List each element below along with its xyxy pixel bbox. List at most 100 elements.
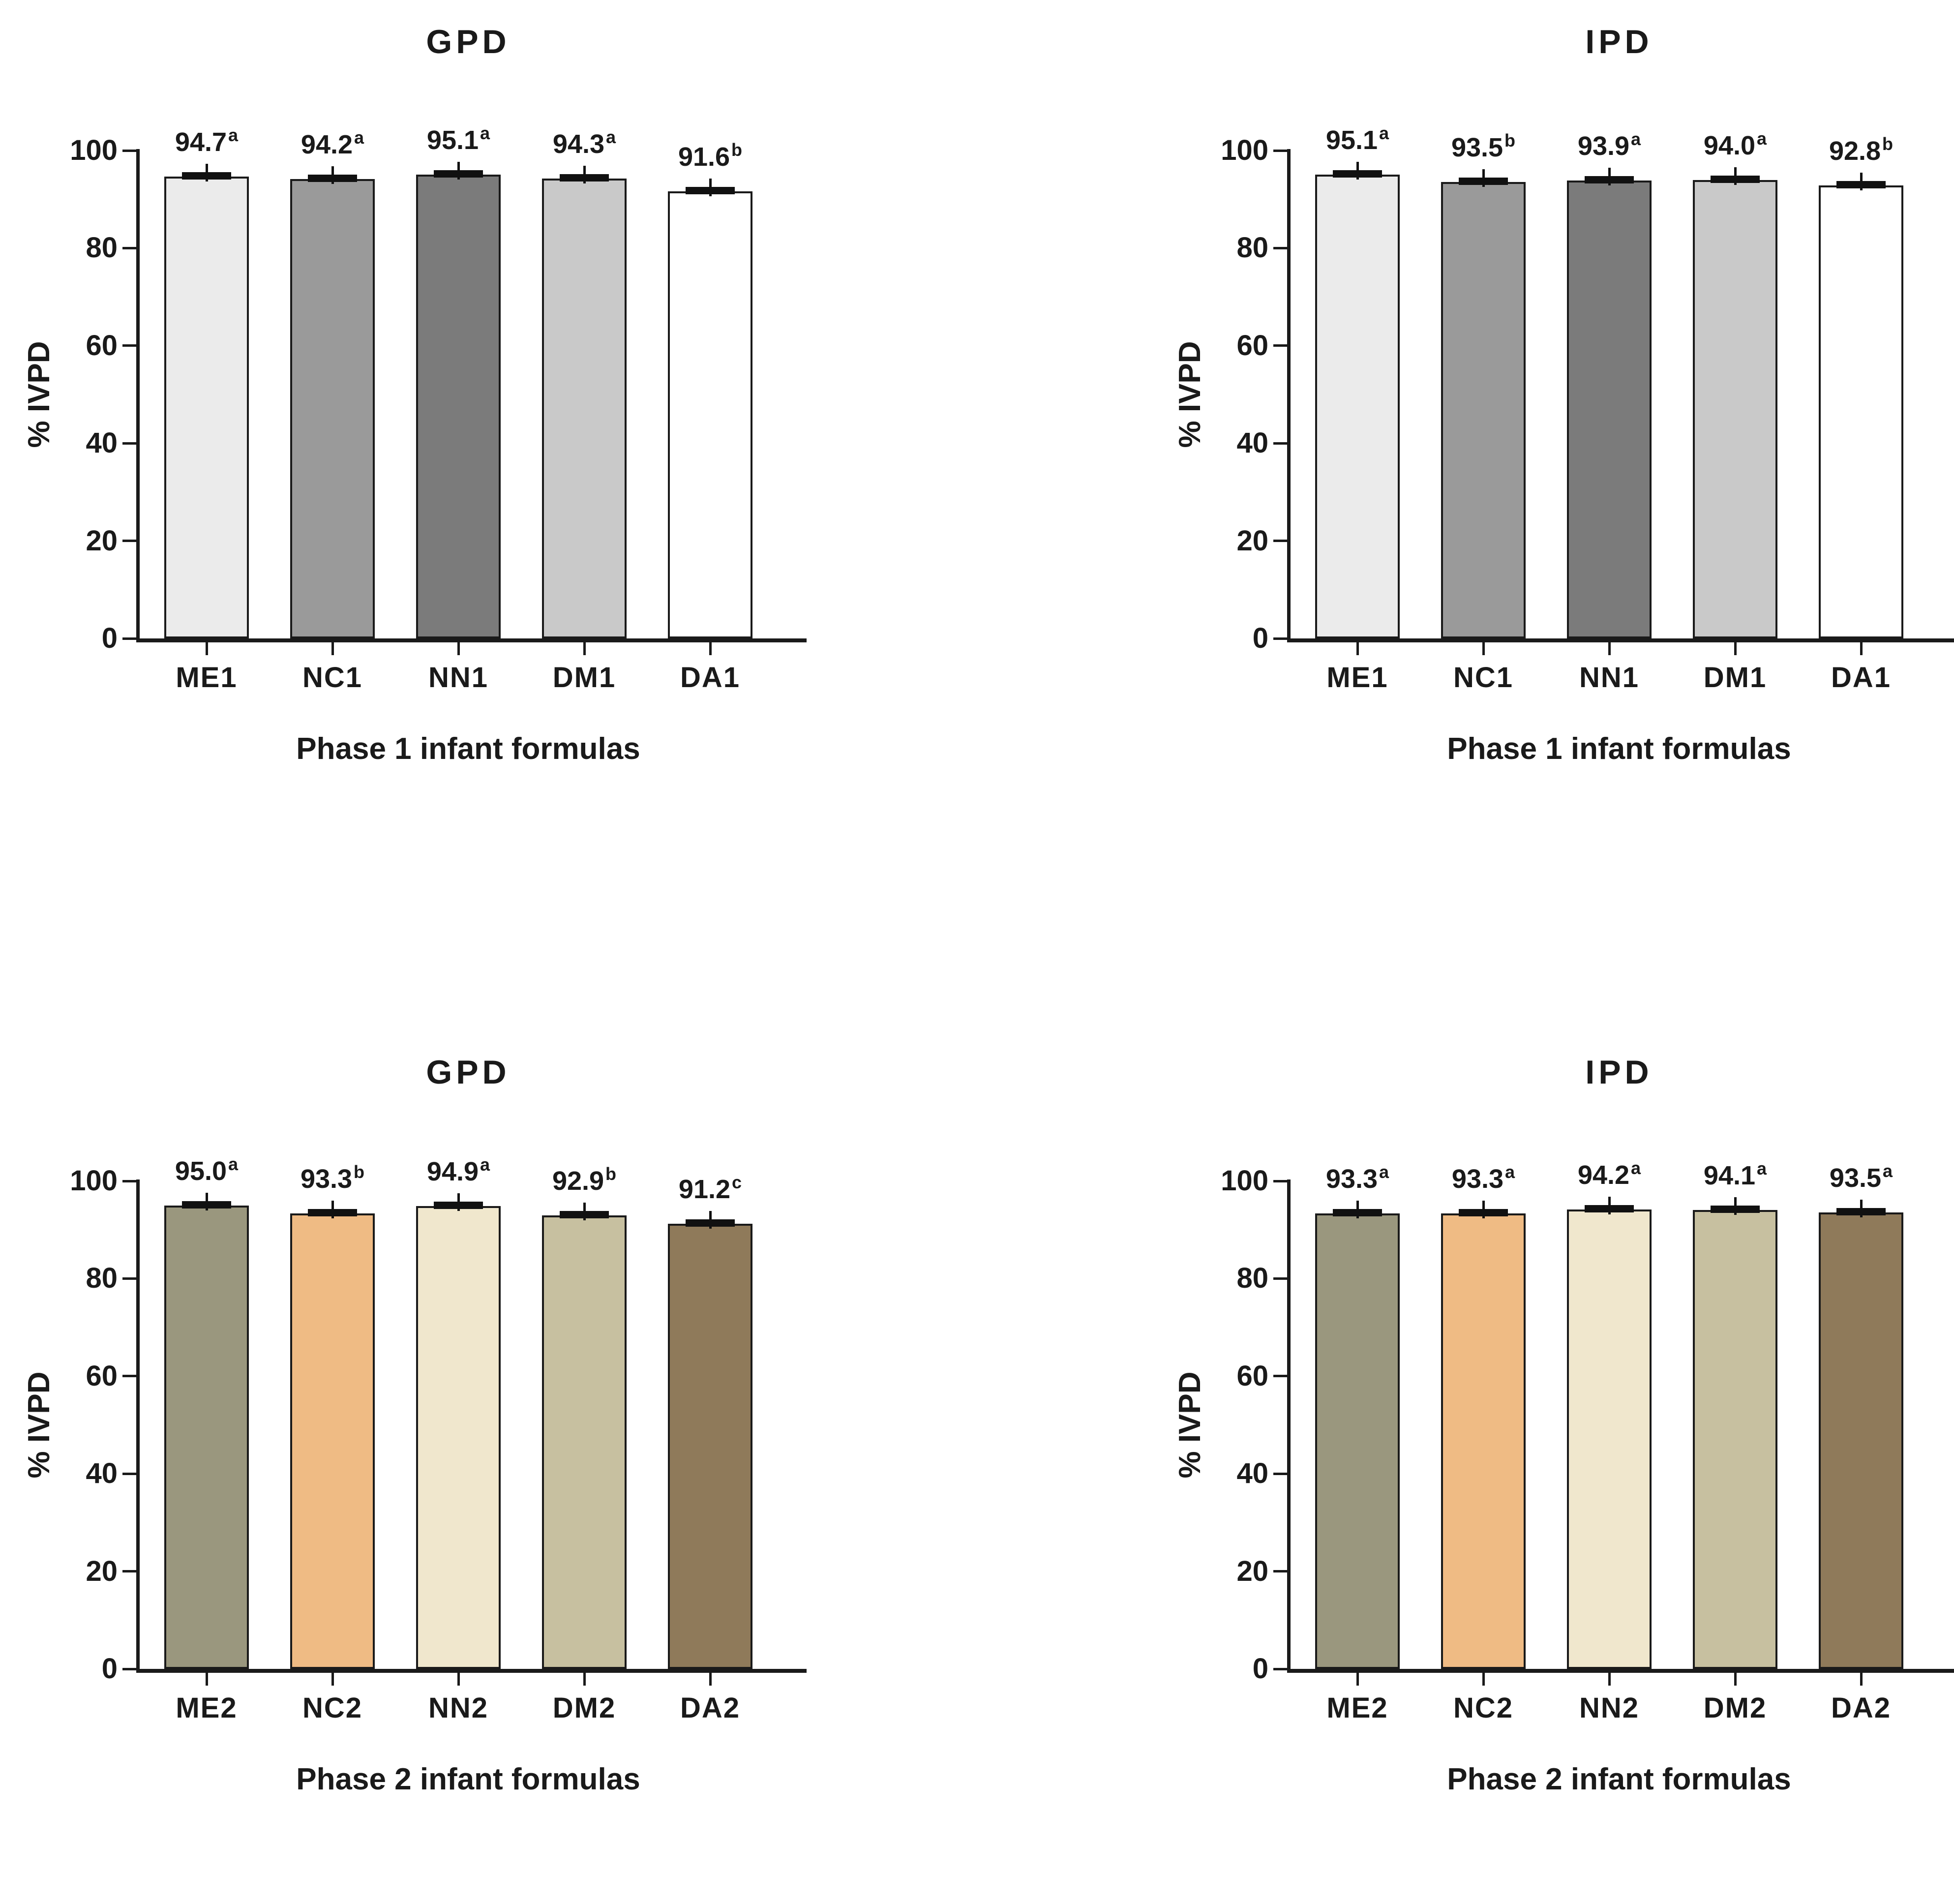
bar-value: 94.3: [552, 129, 605, 159]
chart-gpd-phase1: GPD% IVPD 0 20 40 60 80 100 94.7a ME1 94.2a NC1 95.…: [0, 5, 977, 874]
x-axis-title: Phase 2 infant formulas: [296, 1762, 640, 1796]
significance-letter: a: [480, 1154, 490, 1175]
x-tick-mark: [583, 642, 586, 655]
y-tick-label: 60: [1236, 329, 1268, 362]
y-tick-mark: [122, 1472, 136, 1475]
x-axis-line: [1287, 1669, 1954, 1673]
bar-value-label: 94.7a: [84, 125, 330, 160]
x-tick-mark: [457, 1673, 460, 1686]
y-tick-mark: [1273, 1570, 1287, 1573]
x-category-label: DM1: [1703, 662, 1767, 694]
x-tick-mark: [1860, 1673, 1863, 1686]
bar-ME2: [1315, 1213, 1400, 1669]
error-bar-cap: [1585, 1205, 1634, 1212]
y-tick-label: 40: [1236, 1457, 1268, 1490]
error-bar-cap: [1333, 1209, 1382, 1217]
bar-value-label: 93.5b: [1360, 130, 1606, 165]
y-tick-label: 80: [1236, 1262, 1268, 1295]
bar-ME1: [164, 176, 249, 638]
y-tick-label: 20: [86, 1555, 118, 1587]
y-axis-label: % IVPD: [1173, 341, 1207, 448]
error-bar-cap: [686, 1219, 735, 1227]
x-category-label: NN1: [428, 662, 489, 694]
chart-gpd-phase2: GPD% IVPD 0 20 40 60 80 100 95.0a ME2 93.3b NC2 94.…: [0, 1035, 977, 1904]
y-tick-mark: [1273, 637, 1287, 640]
x-axis-line: [136, 638, 807, 642]
figure-canvas: { "figure": { "background": "#ffffff", "…: [0, 5, 1954, 1796]
error-bar-cap: [1711, 175, 1760, 183]
chart-title: IPD: [1585, 1054, 1653, 1091]
chart-title: GPD: [426, 23, 511, 60]
y-tick-mark: [1273, 1472, 1287, 1475]
significance-letter: a: [1883, 1161, 1893, 1181]
bar-value: 92.9: [552, 1166, 604, 1196]
x-category-label: NC2: [302, 1692, 363, 1724]
x-tick-mark: [1356, 1673, 1359, 1686]
x-axis-line: [136, 1669, 807, 1673]
significance-letter: a: [1757, 1158, 1767, 1179]
bar-value: 95.0: [175, 1156, 227, 1186]
x-category-label: DA1: [680, 662, 741, 694]
significance-letter: a: [354, 127, 364, 148]
y-tick-mark: [1273, 344, 1287, 347]
y-tick-mark: [1273, 246, 1287, 249]
x-category-label: DA2: [1831, 1692, 1892, 1724]
bar-NC1: [1441, 182, 1526, 638]
bar-value: 95.1: [426, 125, 479, 155]
error-bar-cap: [1585, 176, 1634, 183]
y-tick-mark: [122, 1375, 136, 1378]
bar-value: 93.3: [1451, 1164, 1504, 1194]
bar-NC2: [1441, 1213, 1526, 1669]
x-category-label: NC1: [302, 662, 363, 694]
error-bar-cap: [1836, 181, 1886, 189]
y-axis-line: [1287, 1179, 1291, 1673]
x-tick-mark: [1608, 1673, 1611, 1686]
y-tick-label: 60: [86, 329, 118, 362]
bar-value: 91.6: [678, 142, 730, 172]
y-tick-mark: [1273, 1375, 1287, 1378]
x-tick-mark: [709, 1673, 712, 1686]
bar-value-label: 91.2c: [587, 1172, 833, 1207]
y-tick-mark: [122, 344, 136, 347]
significance-letter: c: [732, 1172, 742, 1193]
bar-value-label: 93.3a: [1360, 1162, 1606, 1197]
bar-value: 92.8: [1829, 136, 1881, 166]
y-tick-mark: [1273, 1179, 1287, 1182]
bar-DA1: [1819, 185, 1903, 638]
y-tick-label: 0: [1252, 1653, 1268, 1685]
significance-letter: a: [228, 1153, 239, 1174]
bar-ME1: [1315, 174, 1400, 638]
bar-value: 94.7: [175, 127, 227, 157]
y-tick-mark: [122, 442, 136, 445]
bar-NC2: [290, 1213, 375, 1669]
x-tick-mark: [1608, 642, 1611, 655]
significance-letter: a: [606, 126, 616, 147]
x-category-label: DA1: [1831, 662, 1892, 694]
bar-NN2: [416, 1206, 501, 1669]
x-category-label: ME1: [1326, 662, 1388, 694]
bar-NC1: [290, 179, 375, 638]
bar-value-label: 91.6b: [587, 140, 833, 175]
plot-area: 0 20 40 60 80 100 95.1a ME1 93.5b NC1 93.9a NN1 94.0…: [1221, 123, 1954, 766]
error-bar-cap: [1836, 1208, 1886, 1216]
y-tick-label: 100: [1221, 1165, 1268, 1197]
x-tick-mark: [1734, 1673, 1737, 1686]
significance-letter: a: [1379, 122, 1389, 143]
significance-letter: a: [480, 122, 490, 143]
x-category-label: NN1: [1579, 662, 1640, 694]
x-axis-title: Phase 1 infant formulas: [296, 732, 640, 766]
plot-area: 0 20 40 60 80 100 93.3a ME2 93.3a NC2 94.2a NN2 94.1…: [1221, 1158, 1954, 1796]
y-tick-label: 40: [1236, 427, 1268, 459]
x-category-label: DM1: [552, 662, 616, 694]
bar-value-label: 93.3b: [210, 1162, 455, 1197]
y-tick-label: 20: [1236, 524, 1268, 557]
y-tick-mark: [1273, 540, 1287, 543]
bar-ME2: [164, 1205, 249, 1669]
y-tick-label: 40: [86, 1457, 118, 1490]
x-tick-mark: [205, 1673, 208, 1686]
y-tick-label: 60: [86, 1360, 118, 1392]
y-axis-label: % IVPD: [22, 341, 56, 448]
chart-title: GPD: [426, 1054, 511, 1091]
x-axis-line: [1287, 638, 1954, 642]
error-bar-cap: [560, 174, 609, 181]
